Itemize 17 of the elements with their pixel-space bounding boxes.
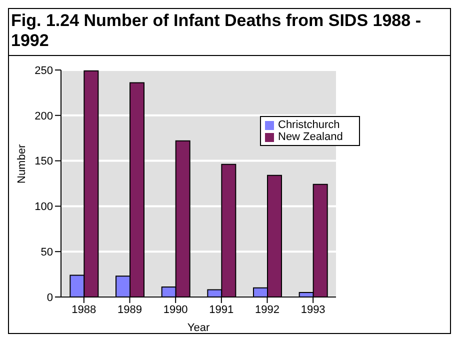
y-tick-label: 100 bbox=[34, 201, 53, 214]
x-tick-label: 1991 bbox=[209, 304, 234, 316]
chart-title: Fig. 1.24 Number of Infant Deaths from SIDS 1988 - 1992 bbox=[10, 10, 422, 52]
x-tick-label: 1990 bbox=[163, 304, 188, 316]
x-tick-label: 1988 bbox=[72, 304, 96, 316]
legend-label: Christchurch bbox=[278, 119, 340, 131]
y-tick-label: 250 bbox=[34, 64, 53, 77]
y-tick-label: 200 bbox=[34, 110, 53, 122]
legend-label: New Zealand bbox=[278, 131, 343, 143]
x-axis-title: Year bbox=[187, 322, 210, 334]
y-axis-title: Number bbox=[16, 144, 28, 184]
y-tick-label: 50 bbox=[40, 246, 53, 259]
y-tick-label: 150 bbox=[34, 156, 53, 168]
x-tick-label: 1989 bbox=[118, 304, 142, 316]
y-tick-label: 0 bbox=[46, 292, 53, 304]
x-tick-label: 1992 bbox=[255, 304, 280, 316]
x-tick-label: 1993 bbox=[300, 304, 326, 316]
